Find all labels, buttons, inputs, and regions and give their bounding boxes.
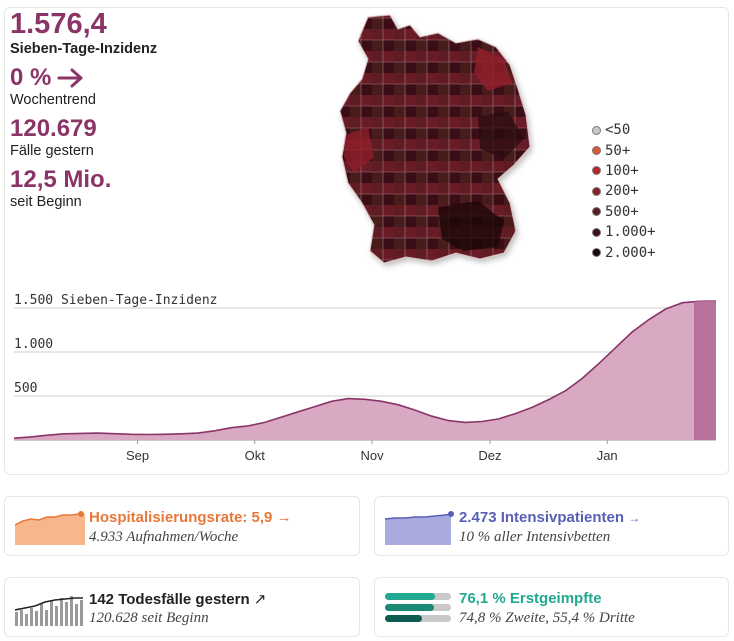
legend-dot-icon	[592, 125, 601, 135]
incidence-chart[interactable]: 500 1.000 1.500 Sieben-Tage-Inzidenz Sep Okt…	[4, 282, 724, 472]
hospitalization-sparkline-icon	[15, 511, 85, 545]
region-east-dark	[478, 111, 524, 159]
icu-card[interactable]: 2.473 Intensivpatienten → 10 % aller Int…	[374, 496, 729, 556]
y-tick-label: 1.000	[14, 337, 53, 352]
cases-yesterday-value: 120.679	[10, 115, 97, 142]
hospitalization-subtitle: 4.933 Aufnahmen/Woche	[89, 529, 239, 545]
legend-label: 50+	[605, 142, 631, 159]
arrow-right-icon: →	[276, 509, 292, 526]
incidence-label: Sieben-Tage-Inzidenz	[10, 41, 158, 57]
legend-item: 2.000+	[592, 242, 656, 262]
icu-subtitle: 10 % aller Intensivbetten	[459, 529, 611, 545]
x-tick-label: Sep	[126, 448, 149, 463]
arrow-up-right-icon: ↗	[253, 591, 267, 608]
trend-label: Wochentrend	[10, 92, 96, 108]
y-tick-label: 1.500 Sieben-Tage-Inzidenz	[14, 293, 218, 308]
deaths-bar-sparkline-icon	[15, 596, 83, 626]
cases-yesterday-label: Fälle gestern	[10, 143, 94, 159]
x-tick-label: Dez	[478, 448, 501, 463]
incidence-area	[14, 301, 716, 440]
legend-dot-icon	[592, 186, 601, 196]
trend-stat: 0 % Wochentrend	[10, 64, 157, 109]
legend-label: 200+	[605, 183, 639, 200]
legend-dot-icon	[592, 227, 601, 237]
y-tick-label: 500	[14, 381, 37, 396]
legend-label: 500+	[605, 203, 639, 220]
region-west-highlight	[344, 127, 374, 173]
legend-item: 50+	[592, 140, 656, 160]
vaccination-card[interactable]: 76,1 % Erstgeimpfte 74,8 % Zweite, 55,4 …	[374, 577, 729, 637]
arrow-right-icon: →	[628, 511, 641, 525]
trend-value: 0 %	[10, 64, 52, 91]
legend-dot-icon	[592, 248, 601, 258]
x-tick-label: Okt	[245, 448, 266, 463]
legend-label: 1.000+	[605, 224, 656, 241]
x-tick-label: Nov	[360, 448, 384, 463]
legend-label: 100+	[605, 162, 639, 179]
arrow-right-icon	[57, 67, 85, 89]
map-legend: <50 50+ 100+ 200+ 500+ 1.000+ 2.000+	[592, 120, 656, 263]
legend-item: 100+	[592, 161, 656, 181]
incidence-line	[13, 300, 717, 439]
cases-total-value: 12,5 Mio.	[10, 166, 112, 193]
stats-panel: 1.576,4 Sieben-Tage-Inzidenz 0 % Wochent…	[10, 10, 157, 219]
region-north-highlight	[474, 47, 512, 91]
region-south-dark	[438, 201, 504, 251]
vaccination-subtitle: 74,8 % Zweite, 55,4 % Dritte	[459, 610, 635, 626]
legend-item: <50	[592, 120, 656, 140]
x-tick-label: Jan	[597, 448, 618, 463]
legend-dot-icon	[592, 146, 601, 156]
icu-sparkline-icon	[385, 511, 454, 545]
legend-label: <50	[605, 122, 631, 139]
cases-total-stat: 12,5 Mio. seit Beginn	[10, 166, 157, 211]
hospitalization-title: Hospitalisierungsrate: 5,9	[89, 509, 273, 526]
current-week-highlight	[694, 301, 716, 440]
incidence-stat: 1.576,4 Sieben-Tage-Inzidenz	[10, 8, 158, 58]
legend-dot-icon	[592, 166, 601, 176]
icu-title: 2.473 Intensivpatienten	[459, 509, 625, 526]
cases-yesterday-stat: 120.679 Fälle gestern	[10, 115, 157, 160]
germany-incidence-map[interactable]	[328, 7, 538, 272]
vaccination-bars-icon	[385, 593, 451, 622]
legend-item: 1.000+	[592, 222, 656, 242]
incidence-value: 1.576,4	[10, 8, 107, 40]
legend-item: 500+	[592, 202, 656, 222]
vaccination-title: 76,1 % Erstgeimpfte	[459, 590, 602, 607]
deaths-title: 142 Todesfälle gestern	[89, 591, 250, 608]
legend-label: 2.000+	[605, 244, 656, 261]
legend-item: 200+	[592, 181, 656, 201]
legend-dot-icon	[592, 207, 601, 217]
cases-total-label: seit Beginn	[10, 194, 82, 210]
deaths-subtitle: 120.628 seit Beginn	[89, 610, 209, 626]
hospitalization-card[interactable]: Hospitalisierungsrate: 5,9 → 4.933 Aufna…	[4, 496, 360, 556]
deaths-card[interactable]: 142 Todesfälle gestern ↗ 120.628 seit Be…	[4, 577, 360, 637]
